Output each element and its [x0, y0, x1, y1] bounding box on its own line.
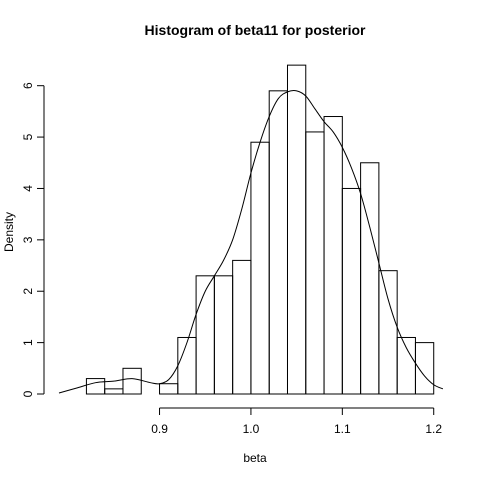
y-tick-label: 6 [21, 82, 35, 89]
histogram-bars [86, 65, 433, 394]
histogram-bar-10 [269, 91, 287, 394]
histogram-bar-12 [306, 132, 324, 394]
histogram-bar-4 [160, 384, 178, 394]
y-tick-label: 0 [21, 390, 35, 397]
y-tick-label: 4 [21, 185, 35, 192]
y-axis-label: Density [2, 212, 16, 252]
y-tick-label: 5 [21, 133, 35, 140]
x-axis-label: beta [243, 451, 267, 465]
y-axis: 0 1 2 3 4 5 6 [21, 82, 44, 397]
histogram-bar-16 [379, 271, 397, 394]
chart-title: Histogram of beta11 for posterior [145, 22, 366, 38]
histogram-bar-7 [214, 276, 232, 394]
x-axis: 0.9 1.0 1.1 1.2 [151, 408, 442, 436]
x-tick-label: 1.1 [334, 422, 351, 436]
x-tick-label: 1.0 [243, 422, 260, 436]
histogram-bar-1 [105, 389, 123, 394]
y-tick-label: 1 [21, 339, 35, 346]
histogram-bar-18 [415, 343, 433, 394]
histogram-bar-6 [196, 276, 214, 394]
histogram-bar-15 [361, 163, 379, 394]
histogram-bar-17 [397, 337, 415, 394]
histogram-bar-13 [324, 117, 342, 394]
histogram-bar-14 [342, 188, 360, 394]
histogram-bar-11 [287, 65, 305, 394]
histogram-bar-5 [178, 337, 196, 394]
histogram-bar-0 [86, 379, 104, 394]
histogram-bar-8 [233, 260, 251, 394]
histogram-bar-9 [251, 142, 269, 394]
y-tick-label: 3 [21, 236, 35, 243]
x-tick-label: 1.2 [425, 422, 442, 436]
y-tick-label: 2 [21, 288, 35, 295]
histogram-bar-2 [123, 368, 141, 394]
x-tick-label: 0.9 [151, 422, 168, 436]
